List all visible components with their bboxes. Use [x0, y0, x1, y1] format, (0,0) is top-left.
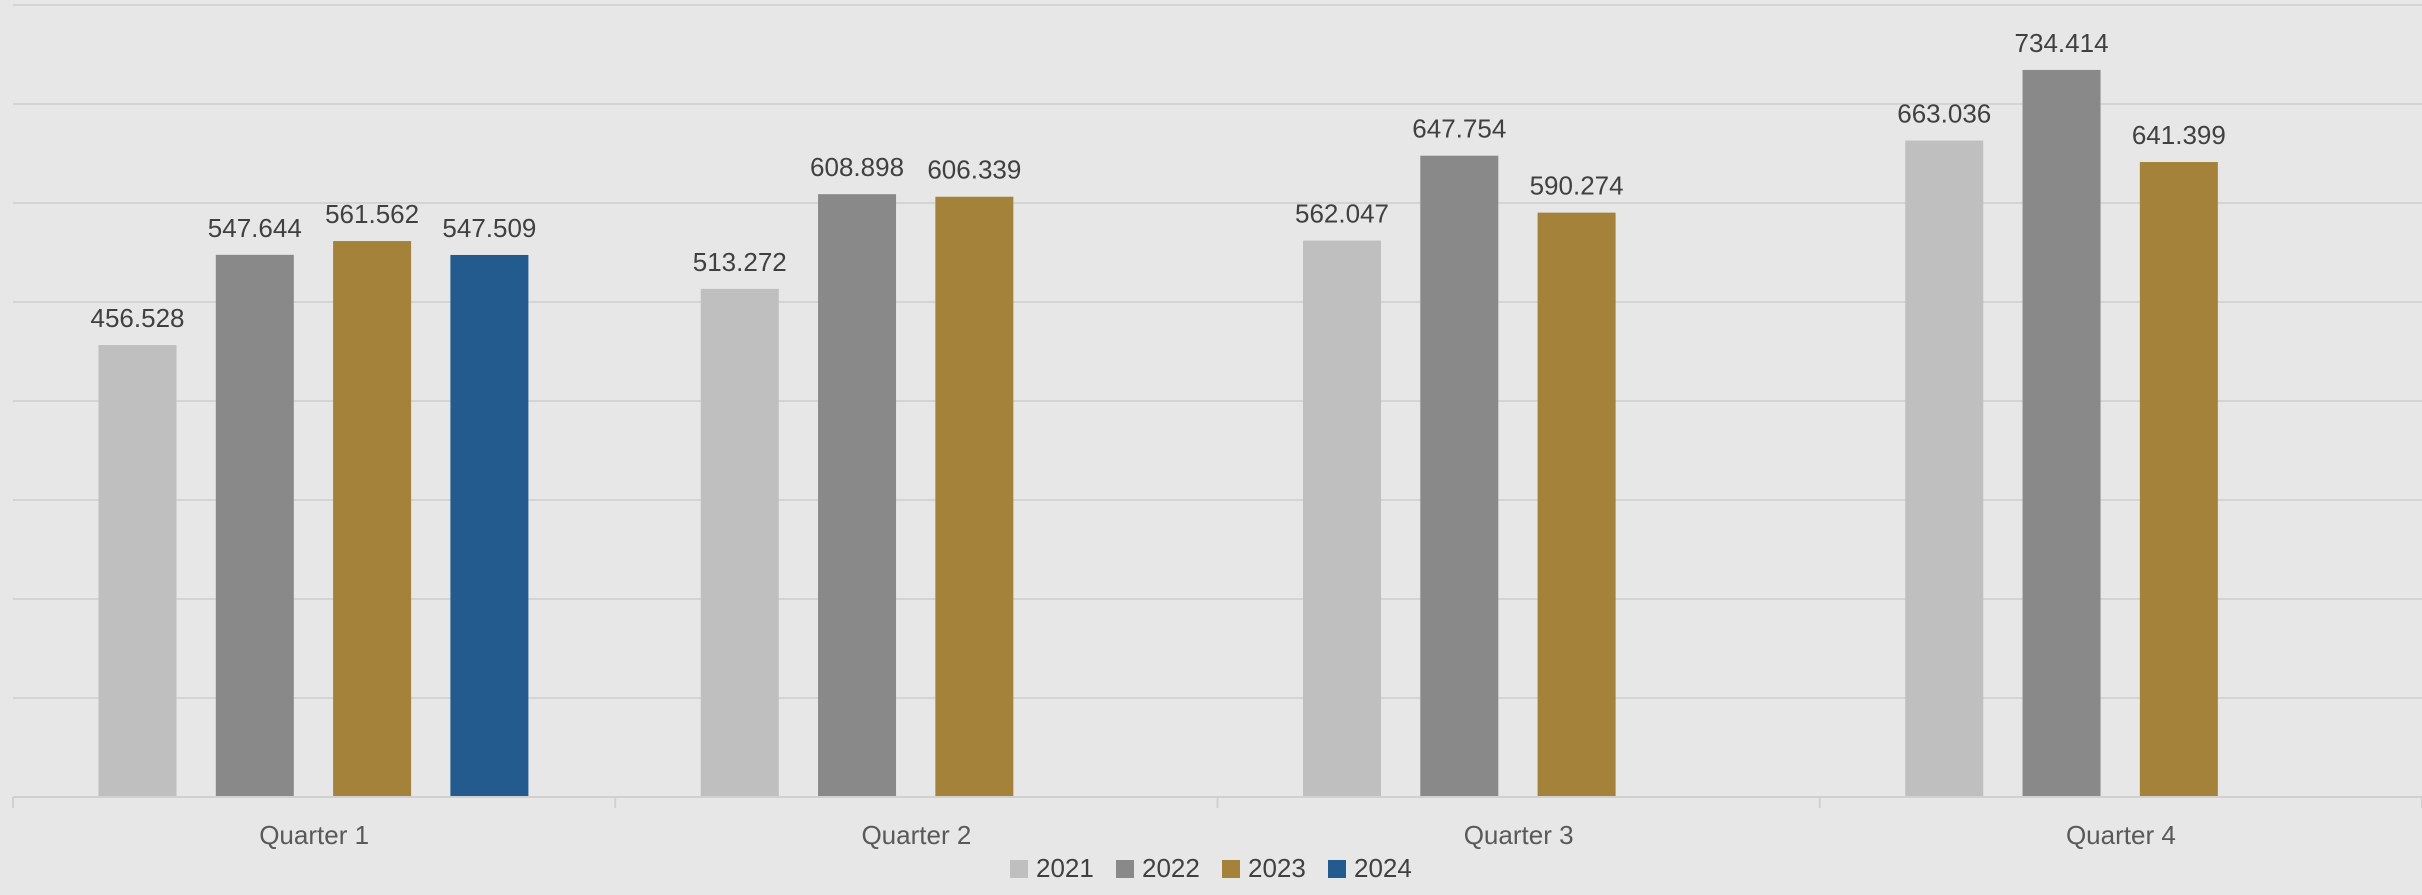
data-label-2021-2: 513.272 — [693, 247, 787, 277]
legend-item-2023: 2023 — [1222, 853, 1306, 883]
legend-label-2021: 2021 — [1036, 853, 1094, 883]
bars — [98, 69, 2218, 798]
data-labels: 456.528 513.272 562.047 663.036 547.644 608.8… — [91, 28, 2226, 333]
bar-2022-1 — [215, 254, 294, 797]
data-label-2021-4: 663.036 — [1897, 99, 1991, 129]
data-label-2023-4: 641.399 — [2132, 120, 2226, 150]
legend-item-2024: 2024 — [1328, 853, 1412, 883]
category-label-3: Quarter 3 — [1464, 820, 1574, 850]
legend-label-2022: 2022 — [1142, 853, 1200, 883]
data-label-2023-3: 590.274 — [1530, 171, 1624, 201]
bar-2021-2 — [700, 288, 779, 797]
data-label-2023-1: 561.562 — [325, 199, 419, 229]
category-label-2: Quarter 2 — [861, 820, 971, 850]
category-label-4: Quarter 4 — [2066, 820, 2176, 850]
legend-swatch-2023 — [1222, 860, 1240, 878]
data-label-2021-3: 562.047 — [1295, 199, 1389, 229]
data-label-2024-1: 547.509 — [442, 213, 536, 243]
legend: 2021 2022 2023 2024 — [1010, 853, 1412, 883]
category-axis: Quarter 1 Quarter 2 Quarter 3 Quarter 4 — [12, 796, 2422, 850]
gridlines — [13, 4, 2422, 699]
bar-2023-3 — [1537, 212, 1616, 798]
legend-item-2022: 2022 — [1116, 853, 1200, 883]
legend-swatch-2022 — [1116, 860, 1134, 878]
data-label-2021-1: 456.528 — [91, 303, 185, 333]
bar-2021-1 — [98, 345, 177, 797]
data-label-2022-4: 734.414 — [2015, 28, 2109, 58]
data-label-2022-2: 608.898 — [810, 152, 904, 182]
legend-item-2021: 2021 — [1010, 853, 1094, 883]
data-label-2022-3: 647.754 — [1412, 114, 1506, 144]
bar-2023-2 — [935, 196, 1014, 798]
bar-2024-1 — [450, 254, 529, 798]
category-label-1: Quarter 1 — [259, 820, 369, 850]
legend-label-2024: 2024 — [1354, 853, 1412, 883]
legend-label-2023: 2023 — [1248, 853, 1306, 883]
bar-2021-4 — [1905, 140, 1984, 797]
data-label-2023-2: 606.339 — [927, 155, 1021, 185]
bar-2022-3 — [1420, 155, 1499, 798]
legend-swatch-2024 — [1328, 860, 1346, 878]
bar-2023-4 — [2139, 162, 2218, 797]
data-label-2022-1: 547.644 — [208, 213, 302, 243]
bar-2021-3 — [1303, 240, 1381, 797]
bar-2022-4 — [2022, 69, 2101, 798]
bar-2023-1 — [333, 241, 412, 798]
bar-2022-2 — [818, 194, 897, 797]
legend-swatch-2021 — [1010, 860, 1028, 878]
